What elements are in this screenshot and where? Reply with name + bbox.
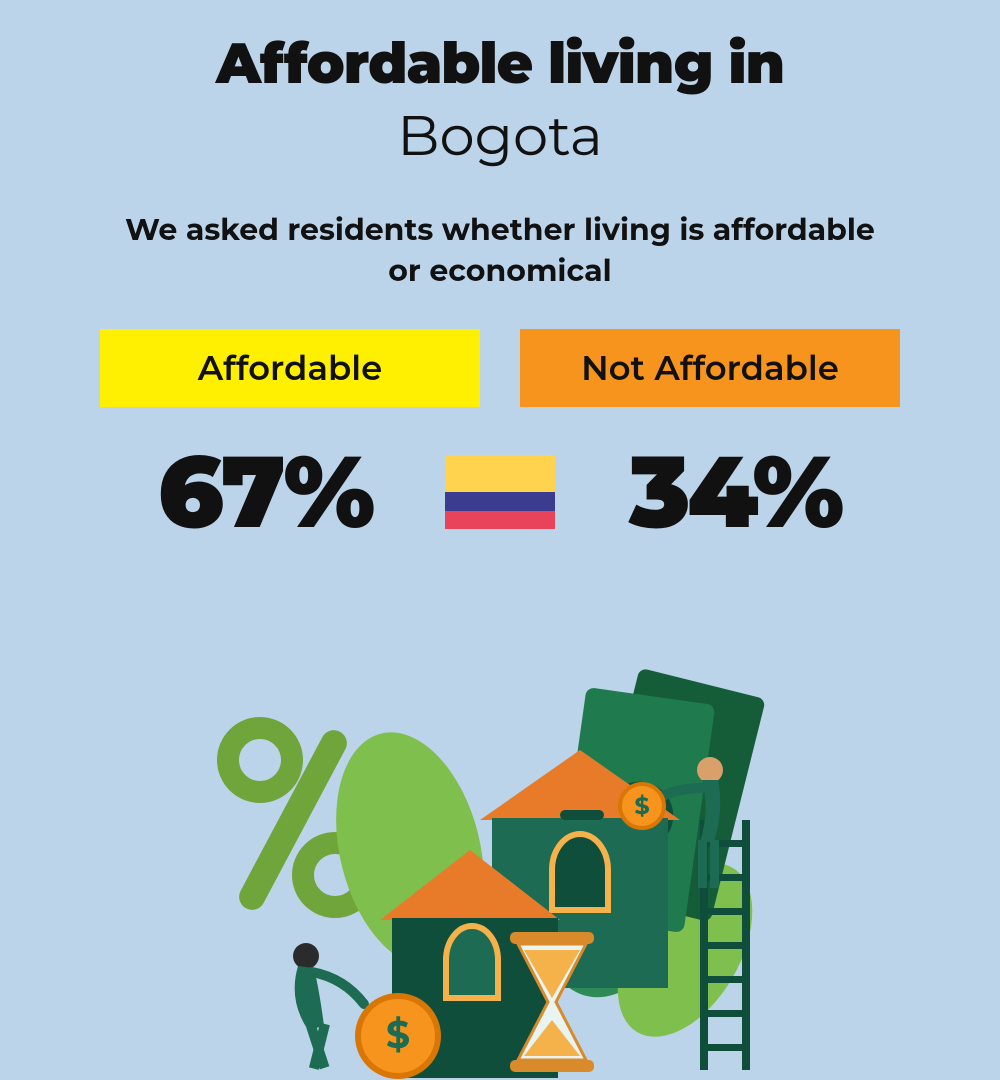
subtitle: We asked residents whether living is aff… (120, 210, 880, 291)
tag-row: Affordable Not Affordable (60, 329, 940, 407)
title-line2: Bogota (60, 102, 940, 170)
illustration: $$ (0, 640, 1000, 1040)
title-line1: Affordable living in (60, 30, 940, 98)
percent-row: 67% 34% (60, 431, 940, 553)
percent-affordable: 67% (115, 431, 415, 553)
flag-icon (445, 455, 555, 529)
percent-not-affordable: 34% (585, 431, 885, 553)
tag-affordable: Affordable (100, 329, 480, 407)
svg-text:$: $ (634, 792, 649, 821)
svg-text:$: $ (386, 1011, 410, 1058)
tag-not-affordable: Not Affordable (520, 329, 900, 407)
